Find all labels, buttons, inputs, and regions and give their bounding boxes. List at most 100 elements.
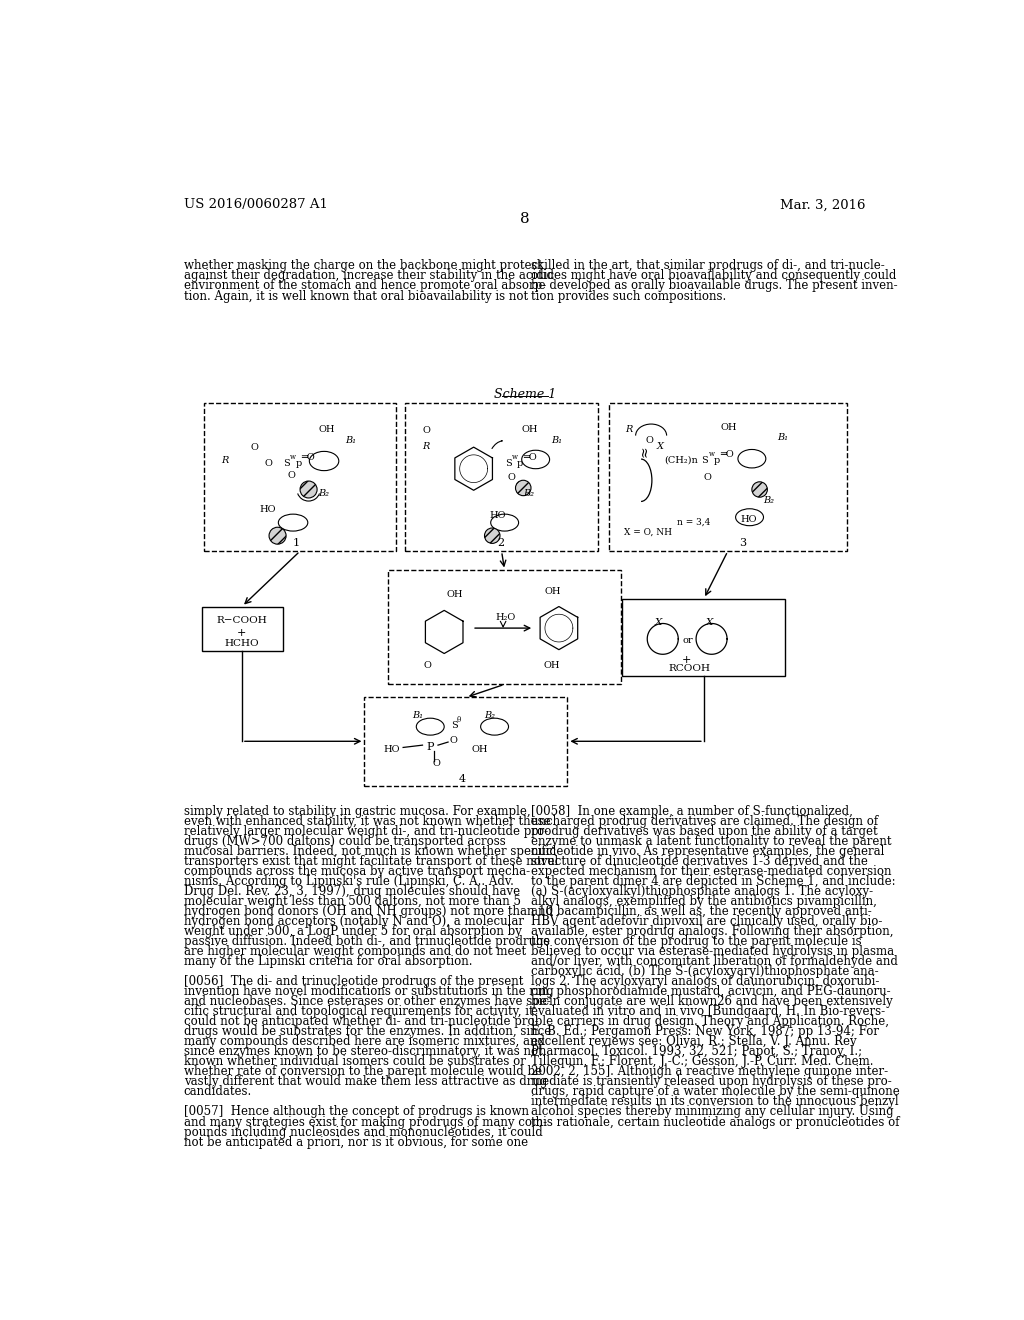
Text: B₂: B₂ [484, 711, 496, 721]
Text: 4: 4 [459, 775, 466, 784]
Text: n = 3,4: n = 3,4 [677, 517, 710, 527]
Text: OH: OH [471, 744, 487, 754]
Text: HO: HO [384, 744, 400, 754]
Text: and nucleobases. Since esterases or other enzymes have spe-: and nucleobases. Since esterases or othe… [183, 995, 551, 1008]
Ellipse shape [269, 527, 286, 544]
Text: B₂: B₂ [318, 490, 330, 499]
Text: HBV agent adefovir dipivoxil are clinically used, orally bio-: HBV agent adefovir dipivoxil are clinica… [531, 915, 883, 928]
Text: B₁: B₁ [777, 433, 788, 441]
Ellipse shape [300, 480, 317, 498]
Text: this rationale, certain nucleotide analogs or pronucleotides of: this rationale, certain nucleotide analo… [531, 1115, 899, 1129]
Text: O: O [646, 436, 653, 445]
Text: carboxylic acid. (b) The S-(acyloxyaryl)thiophosphate ana-: carboxylic acid. (b) The S-(acyloxyaryl)… [531, 965, 879, 978]
Text: drugs would be substrates for the enzymes. In addition, since: drugs would be substrates for the enzyme… [183, 1026, 551, 1039]
Bar [202, 607, 283, 651]
Text: transporters exist that might facilitate transport of these novel: transporters exist that might facilitate… [183, 855, 558, 869]
Text: tion. Again, it is well known that oral bioavailability is not: tion. Again, it is well known that oral … [183, 289, 528, 302]
Text: molecular weight less than 500 daltons, not more than 5: molecular weight less than 500 daltons, … [183, 895, 521, 908]
Text: structure of dinucleotide derivatives 1-3 derived and the: structure of dinucleotide derivatives 1-… [531, 855, 868, 869]
Text: weight under 500, a LogP under 5 for oral absorption by: weight under 500, a LogP under 5 for ora… [183, 925, 521, 939]
Text: R: R [221, 455, 228, 465]
Text: be developed as orally bioavailable drugs. The present inven-: be developed as orally bioavailable drug… [531, 280, 898, 292]
Text: O: O [423, 661, 431, 671]
Text: or: or [683, 636, 693, 644]
Text: excellent reviews see: Oliyai, R.; Stella, V. J. Annu. Rev: excellent reviews see: Oliyai, R.; Stell… [531, 1035, 857, 1048]
Text: the conversion of the prodrug to the parent molecule is: the conversion of the prodrug to the par… [531, 936, 861, 948]
Text: B₁: B₁ [345, 436, 356, 445]
Text: 2: 2 [497, 539, 504, 548]
Text: OH: OH [721, 422, 737, 432]
Bar [204, 404, 396, 552]
Text: alcohol species thereby minimizing any cellular injury. Using: alcohol species thereby minimizing any c… [531, 1106, 894, 1118]
Ellipse shape [752, 482, 767, 498]
Text: p: p [295, 459, 302, 467]
Text: w: w [512, 453, 517, 461]
Text: drugs, rapid capture of a water molecule by the semi-quinone: drugs, rapid capture of a water molecule… [531, 1085, 900, 1098]
Text: RCOOH: RCOOH [669, 664, 711, 673]
Text: nucleotide in vivo. As representative examples, the general: nucleotide in vivo. As representative ex… [531, 845, 885, 858]
Bar [608, 404, 847, 552]
Text: available, ester prodrug analogs. Following their absorption,: available, ester prodrug analogs. Follow… [531, 925, 894, 939]
Text: X: X [656, 442, 664, 450]
Text: w: w [709, 450, 715, 458]
Text: +: + [238, 628, 247, 638]
Text: since enzymes known to be stereo-discriminatory, it was not: since enzymes known to be stereo-discrim… [183, 1045, 543, 1059]
Text: relatively larger molecular weight di-, and tri-nucleotide pro-: relatively larger molecular weight di-, … [183, 825, 548, 838]
Text: p: p [714, 455, 720, 465]
Text: +: + [681, 655, 690, 665]
Text: many compounds described here are isomeric mixtures, and: many compounds described here are isomer… [183, 1035, 545, 1048]
Text: B₂: B₂ [523, 490, 535, 499]
Text: ═O: ═O [720, 450, 734, 459]
Bar [623, 599, 785, 676]
Text: ═O: ═O [523, 453, 537, 462]
Bar [388, 570, 621, 684]
Text: known whether individual isomers could be substrates or: known whether individual isomers could b… [183, 1056, 525, 1068]
Text: Pharmacol. Toxicol. 1993, 32, 521; Papot, S.; Tranoy, I.;: Pharmacol. Toxicol. 1993, 32, 521; Papot… [531, 1045, 862, 1059]
Text: intermediate results in its conversion to the innocuous benzyl: intermediate results in its conversion t… [531, 1096, 899, 1109]
Text: [0057]  Hence although the concept of prodrugs is known: [0057] Hence although the concept of pro… [183, 1106, 528, 1118]
Text: R: R [423, 442, 430, 450]
Text: R−COOH: R−COOH [216, 615, 267, 624]
Text: pounds including nucleosides and mononucleotides, it could: pounds including nucleosides and mononuc… [183, 1126, 543, 1139]
Text: evaluated in vitro and in vivo [Bundgaard, H. In Bio-revers-: evaluated in vitro and in vivo [Bundgaar… [531, 1006, 885, 1019]
Text: HO: HO [260, 506, 276, 513]
Text: vastly different that would make them less attractive as drug: vastly different that would make them le… [183, 1076, 547, 1089]
Text: O: O [432, 759, 440, 768]
Text: [0056]  The di- and trinucleotide prodrugs of the present: [0056] The di- and trinucleotide prodrug… [183, 975, 523, 989]
Text: and/or liver, with concomitant liberation of formaldehyde and: and/or liver, with concomitant liberatio… [531, 956, 898, 969]
Text: cific structural and topological requirements for activity, it: cific structural and topological require… [183, 1006, 534, 1019]
Bar [365, 697, 567, 785]
Text: HO: HO [740, 515, 757, 524]
Text: O: O [508, 473, 516, 482]
Text: logs 2. The acyloxyaryl analogs of daunorubicin, doxorubi-: logs 2. The acyloxyaryl analogs of dauno… [531, 975, 880, 989]
Text: to the parent dimer 4 are depicted in Scheme 1, and include:: to the parent dimer 4 are depicted in Sc… [531, 875, 896, 888]
Text: against their degradation, increase their stability in the acidic: against their degradation, increase thei… [183, 269, 554, 282]
Text: B₂: B₂ [764, 496, 774, 504]
Bar [406, 404, 598, 552]
Text: Mar. 3, 2016: Mar. 3, 2016 [780, 198, 866, 211]
Text: hydrogen bond donors (OH and NH groups) not more than 10: hydrogen bond donors (OH and NH groups) … [183, 906, 553, 919]
Text: prodrug derivatives was based upon the ability of a target: prodrug derivatives was based upon the a… [531, 825, 878, 838]
Text: HO: HO [489, 511, 506, 520]
Text: expected mechanism for their esterase-mediated conversion: expected mechanism for their esterase-me… [531, 866, 892, 878]
Text: X = O, NH: X = O, NH [624, 528, 672, 537]
FancyArrowPatch shape [492, 441, 502, 449]
Text: p: p [517, 459, 523, 467]
Text: X: X [655, 618, 663, 627]
Text: ible carriers in drug design. Theory and Application. Roche,: ible carriers in drug design. Theory and… [531, 1015, 889, 1028]
Text: S: S [701, 455, 709, 465]
Text: O: O [288, 471, 296, 480]
Text: invention have novel modifications or substitutions in the ring: invention have novel modifications or su… [183, 985, 554, 998]
Text: (a) S-(acyloxyalkyl)thiophosphate analogs 1. The acyloxy-: (a) S-(acyloxyalkyl)thiophosphate analog… [531, 886, 873, 899]
Text: whether masking the charge on the backbone might protect: whether masking the charge on the backbo… [183, 259, 543, 272]
Text: cin, phosphorodiamide mustard, acivicin, and PEG-daunoru-: cin, phosphorodiamide mustard, acivicin,… [531, 985, 891, 998]
Text: O: O [423, 426, 430, 436]
Text: HCHO: HCHO [224, 639, 259, 648]
Text: uncharged prodrug derivatives are claimed. The design of: uncharged prodrug derivatives are claime… [531, 816, 879, 828]
Text: and bacampicillin, as well as, the recently approved anti-: and bacampicillin, as well as, the recen… [531, 906, 871, 919]
Text: S: S [283, 459, 290, 467]
Text: E. B. Ed.; Pergamon Press: New York, 1987; pp 13-94; For: E. B. Ed.; Pergamon Press: New York, 198… [531, 1026, 879, 1039]
Text: even with enhanced stability, it was not known whether these: even with enhanced stability, it was not… [183, 816, 551, 828]
Text: believed to occur via esterase-mediated hydrolysis in plasma: believed to occur via esterase-mediated … [531, 945, 894, 958]
Text: S: S [452, 721, 458, 730]
